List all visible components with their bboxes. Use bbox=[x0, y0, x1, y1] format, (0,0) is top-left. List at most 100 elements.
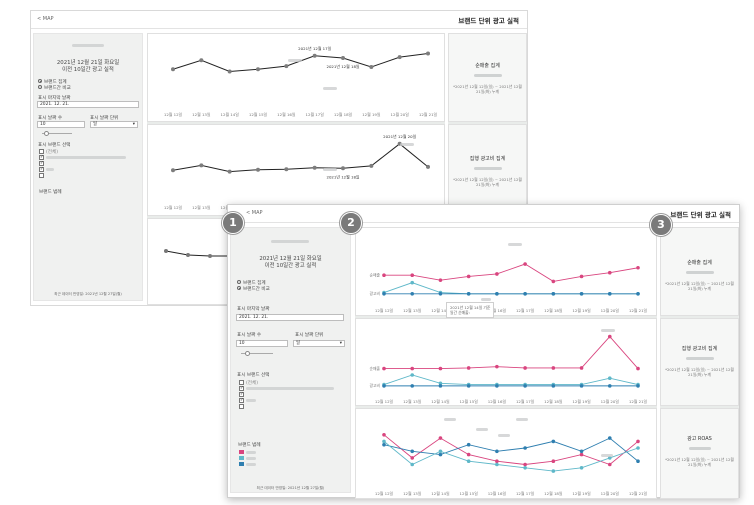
data-point[interactable] bbox=[495, 364, 499, 369]
last-date-input[interactable]: 2021. 12. 21. bbox=[37, 101, 139, 108]
data-point[interactable] bbox=[410, 273, 415, 277]
brand-checkbox[interactable] bbox=[239, 404, 244, 409]
data-point[interactable] bbox=[397, 55, 402, 60]
days-input[interactable]: 10 bbox=[37, 121, 85, 128]
data-point[interactable] bbox=[607, 436, 612, 440]
brand-checkbox[interactable]: ✓ bbox=[39, 161, 44, 166]
back-to-map-link[interactable]: < MAP bbox=[246, 210, 263, 216]
data-point[interactable] bbox=[438, 366, 443, 371]
data-point[interactable] bbox=[523, 466, 527, 470]
data-point[interactable] bbox=[466, 459, 471, 463]
data-point[interactable] bbox=[523, 384, 527, 388]
data-point[interactable] bbox=[579, 366, 584, 370]
data-point[interactable] bbox=[256, 67, 260, 72]
brand-checkbox[interactable]: ✓ bbox=[39, 167, 44, 172]
data-point[interactable] bbox=[438, 292, 443, 296]
data-point[interactable] bbox=[551, 459, 556, 463]
data-point[interactable] bbox=[438, 381, 443, 386]
data-point[interactable] bbox=[523, 462, 527, 467]
data-point[interactable] bbox=[341, 56, 345, 60]
data-point[interactable] bbox=[426, 51, 430, 56]
last-date-input[interactable]: 2021. 12. 21. bbox=[236, 314, 344, 321]
data-point[interactable] bbox=[579, 466, 584, 470]
data-point[interactable] bbox=[466, 452, 471, 457]
data-point[interactable] bbox=[579, 292, 584, 296]
data-point[interactable] bbox=[636, 439, 640, 444]
data-point[interactable] bbox=[607, 376, 612, 380]
data-point[interactable] bbox=[227, 69, 232, 74]
data-point[interactable] bbox=[495, 462, 499, 467]
data-point[interactable] bbox=[410, 373, 415, 377]
data-point[interactable] bbox=[607, 292, 612, 296]
data-point[interactable] bbox=[607, 462, 612, 467]
data-point[interactable] bbox=[607, 456, 612, 460]
data-point[interactable] bbox=[382, 439, 386, 444]
data-point[interactable] bbox=[256, 167, 260, 172]
data-point[interactable] bbox=[551, 469, 556, 473]
brand-checkbox[interactable]: ✓ bbox=[239, 398, 244, 403]
data-point[interactable] bbox=[636, 366, 640, 371]
data-point[interactable] bbox=[551, 292, 556, 296]
days-slider[interactable] bbox=[241, 353, 273, 354]
data-point[interactable] bbox=[551, 384, 556, 388]
data-point[interactable] bbox=[438, 384, 443, 388]
data-point[interactable] bbox=[199, 163, 204, 168]
data-point[interactable] bbox=[438, 278, 443, 282]
data-point[interactable] bbox=[369, 65, 374, 69]
data-point[interactable] bbox=[171, 67, 175, 72]
data-point[interactable] bbox=[369, 163, 374, 168]
data-point[interactable] bbox=[466, 274, 471, 279]
brand-checkbox[interactable]: ✓ bbox=[239, 386, 244, 391]
data-point[interactable] bbox=[284, 167, 289, 172]
data-point[interactable] bbox=[382, 292, 386, 296]
data-point[interactable] bbox=[636, 384, 640, 388]
data-point[interactable] bbox=[495, 449, 499, 454]
data-point[interactable] bbox=[199, 58, 204, 63]
data-point[interactable] bbox=[523, 292, 527, 296]
data-point[interactable] bbox=[382, 433, 386, 437]
data-point[interactable] bbox=[636, 459, 640, 463]
data-point[interactable] bbox=[607, 270, 612, 275]
unit-select[interactable]: 일 ▾ bbox=[293, 340, 345, 347]
days-slider-handle[interactable] bbox=[245, 351, 250, 356]
data-point[interactable] bbox=[426, 164, 430, 169]
brand-checkbox-all[interactable] bbox=[39, 149, 44, 154]
data-point[interactable] bbox=[410, 366, 415, 371]
data-point[interactable] bbox=[466, 292, 471, 296]
unit-select[interactable]: 일 ▾ bbox=[90, 121, 138, 128]
data-point[interactable] bbox=[410, 280, 415, 285]
data-point[interactable] bbox=[523, 366, 527, 370]
data-point[interactable] bbox=[312, 165, 317, 170]
data-point[interactable] bbox=[551, 439, 556, 444]
data-point[interactable] bbox=[579, 452, 584, 457]
data-point[interactable] bbox=[410, 462, 415, 467]
data-point[interactable] bbox=[579, 449, 584, 454]
data-point[interactable] bbox=[636, 265, 640, 270]
data-point[interactable] bbox=[636, 446, 640, 450]
data-point[interactable] bbox=[438, 449, 443, 454]
data-point[interactable] bbox=[171, 168, 175, 173]
radio-compare[interactable] bbox=[38, 85, 42, 89]
brand-checkbox[interactable]: ✓ bbox=[239, 392, 244, 397]
data-point[interactable] bbox=[410, 292, 415, 296]
radio-compare[interactable] bbox=[237, 286, 241, 290]
data-point[interactable] bbox=[284, 64, 289, 69]
brand-checkbox-all[interactable] bbox=[239, 380, 244, 385]
data-point[interactable] bbox=[636, 292, 640, 296]
data-point[interactable] bbox=[551, 366, 556, 370]
data-point[interactable] bbox=[551, 279, 556, 284]
data-point[interactable] bbox=[410, 456, 415, 460]
data-point[interactable] bbox=[382, 384, 386, 388]
back-to-map-link[interactable]: < MAP bbox=[37, 16, 54, 22]
radio-aggregate[interactable] bbox=[237, 280, 241, 284]
data-point[interactable] bbox=[495, 272, 499, 276]
data-point[interactable] bbox=[410, 384, 415, 388]
data-point[interactable] bbox=[466, 366, 471, 370]
data-point[interactable] bbox=[466, 442, 471, 447]
data-point[interactable] bbox=[579, 274, 584, 279]
data-point[interactable] bbox=[495, 384, 499, 388]
days-slider-handle[interactable] bbox=[44, 131, 49, 136]
data-point[interactable] bbox=[382, 273, 386, 277]
data-point[interactable] bbox=[341, 166, 345, 171]
data-point[interactable] bbox=[312, 53, 317, 58]
